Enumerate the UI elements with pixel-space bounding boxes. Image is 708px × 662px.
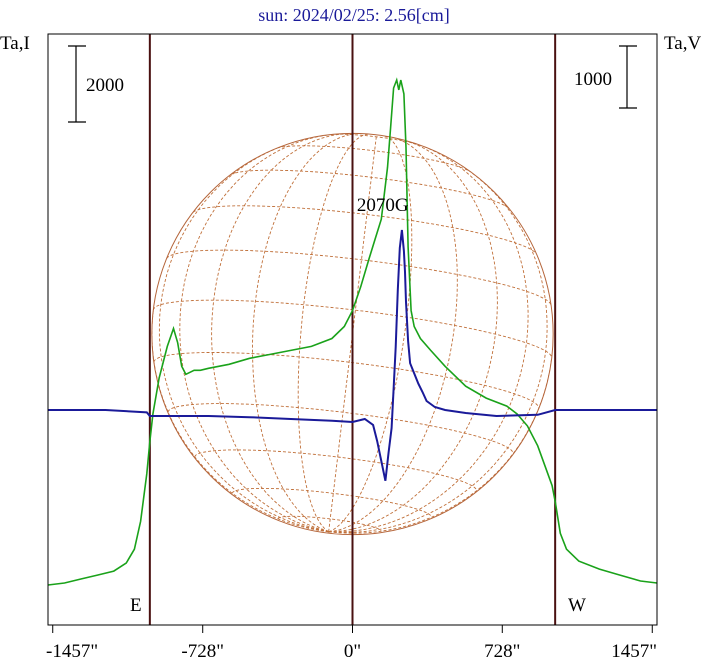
longitude-grid-line [179,134,332,533]
latitude-grid-line [231,487,432,518]
stokes-v-curve [48,229,657,482]
latitude-grid-line [166,249,552,306]
latitude-grid-line [153,352,540,409]
longitude-grid-line [158,143,329,533]
west-limb-label: W [568,595,586,616]
latitude-grid-line [192,205,537,254]
x-tick-label: 1457" [611,641,657,662]
longitude-grid-line [328,165,548,533]
left-scale-bar [68,45,86,123]
x-tick-label: 728" [484,641,520,662]
latitude-grid-line [167,403,514,454]
latitude-grid-line [277,145,470,172]
x-tick-label: -728" [181,641,224,662]
stokes-i-curve [47,77,658,586]
field-strength-annotation: 2070G [357,195,409,216]
left-axis-label: Ta,I [0,33,30,54]
latitude-grid-line [194,449,477,491]
longitude-grid-line [328,144,529,533]
longitude-grid-line [328,357,553,534]
longitude-grid-line [328,136,458,533]
x-tick-label: -1457" [46,641,98,662]
longitude-grid-line [297,133,369,533]
longitude-grid-line [328,135,413,533]
right-scale-bar [619,45,637,109]
chart-title: sun: 2024/02/25: 2.56[cm] [258,5,450,25]
longitude-grid-line [328,140,498,533]
latitude-grid-line [152,299,553,359]
x-tick-label: 0" [344,641,361,662]
right-scale-label: 1000 [574,69,612,90]
longitude-grid-line [211,133,348,533]
east-limb-label: E [130,595,142,616]
right-axis-label: Ta,V [664,33,701,54]
x-axis-ticks: -1457" -728" 0" 728" 1457" [46,625,657,662]
longitude-grid-line [252,133,361,533]
left-scale-label: 2000 [86,75,124,96]
reference-lines [148,34,557,625]
